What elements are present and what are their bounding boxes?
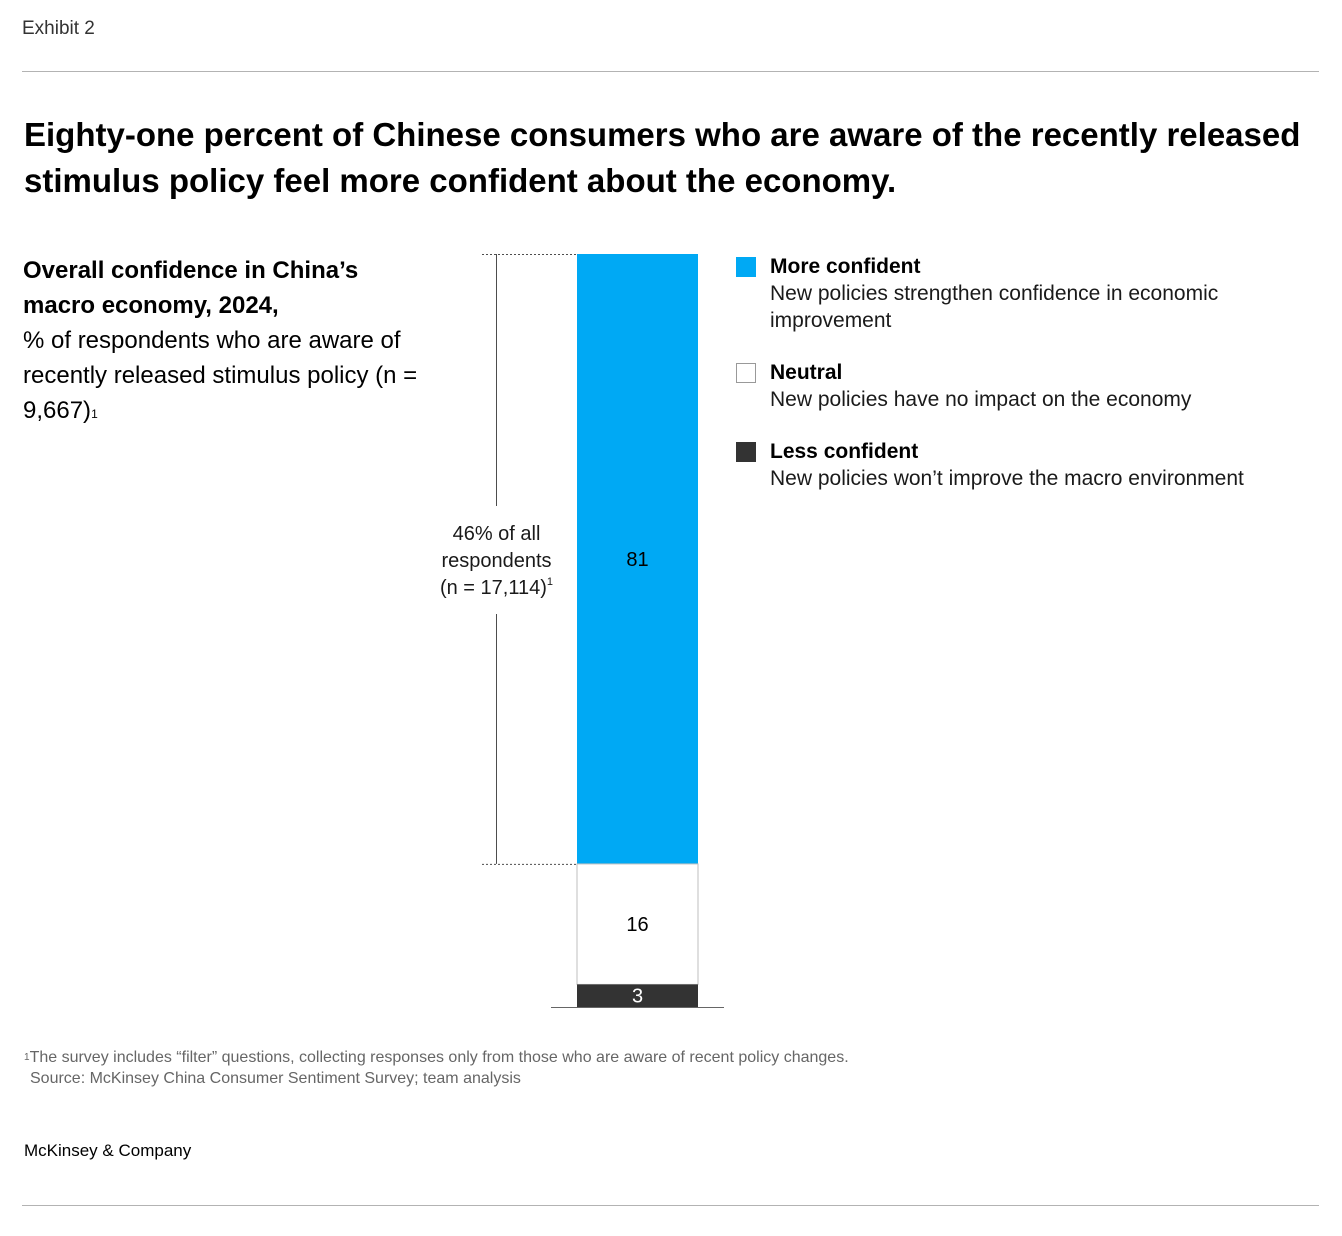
chart-title: Eighty-one percent of Chinese consumers …	[24, 116, 1301, 199]
annotation-bracket: 46% of all respondents (n = 17,114)1	[440, 254, 577, 865]
annotation-line: (n = 17,114)1	[440, 576, 553, 599]
data-label: 3	[632, 986, 643, 1008]
brand-logo-text: McKinsey & Company	[24, 1141, 192, 1160]
subtitle-footnote-mark: 1	[91, 407, 98, 421]
legend-name: Less confident	[770, 440, 919, 463]
legend-swatch-less-confident	[736, 442, 756, 462]
legend: More confident New policies strengthen c…	[736, 253, 1326, 517]
bar-segments: 81 16 3	[551, 254, 724, 1008]
legend-description: New policies have no impact on the econo…	[770, 388, 1192, 411]
legend-swatch-neutral	[736, 363, 756, 383]
bar-segment-less-confident	[577, 984, 698, 1007]
data-label: 81	[626, 549, 648, 571]
data-label: 16	[626, 914, 648, 936]
legend-name: More confident	[770, 255, 921, 278]
footnote-text: The survey includes “filter” questions, …	[29, 1049, 849, 1066]
annotation-line: 46% of all	[453, 523, 541, 545]
annotation-footnote-mark: 1	[547, 576, 553, 588]
chart-subtitle: Overall confidence in China’s macro econ…	[23, 253, 423, 428]
bar-segment-neutral	[576, 863, 699, 985]
source-note: Source: McKinsey China Consumer Sentimen…	[30, 1070, 521, 1087]
footnote: 1The survey includes “filter” questions,…	[24, 1047, 849, 1089]
legend-item-neutral: Neutral New policies have no impact on t…	[736, 359, 1326, 413]
legend-name: Neutral	[770, 361, 843, 384]
subtitle-bold: Overall confidence in China’s macro econ…	[23, 257, 359, 319]
exhibit-label: Exhibit 2	[22, 18, 95, 39]
bottom-divider	[22, 1205, 1319, 1206]
legend-item-less-confident: Less confident New policies won’t improv…	[736, 438, 1326, 492]
top-divider	[22, 71, 1319, 72]
legend-item-more-confident: More confident New policies strengthen c…	[736, 253, 1326, 334]
legend-description: New policies strengthen confidence in ec…	[770, 282, 1219, 332]
subtitle-regular: % of respondents who are aware of recent…	[23, 327, 418, 424]
legend-swatch-more-confident	[736, 257, 756, 277]
bar-segment-more-confident	[577, 254, 698, 864]
legend-description: New policies won’t improve the macro env…	[770, 467, 1244, 490]
footnote-mark: 1	[24, 1052, 30, 1063]
annotation-line: respondents	[441, 550, 551, 572]
